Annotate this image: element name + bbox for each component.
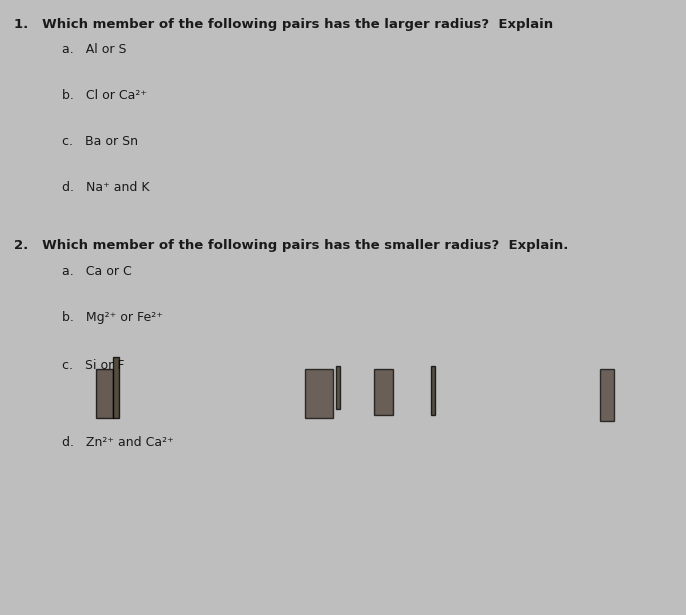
FancyBboxPatch shape [600,369,614,421]
Text: d.   Na⁺ and K: d. Na⁺ and K [62,181,150,194]
Text: d.   Zn²⁺ and Ca²⁺: d. Zn²⁺ and Ca²⁺ [62,436,174,450]
FancyBboxPatch shape [305,369,333,418]
Text: c.   Ba or Sn: c. Ba or Sn [62,135,138,148]
Text: b.   Cl or Ca²⁺: b. Cl or Ca²⁺ [62,89,147,102]
FancyBboxPatch shape [96,369,113,418]
Text: c.   Si or F: c. Si or F [62,359,124,373]
Text: a.   Al or S: a. Al or S [62,42,126,56]
Text: a.   Ca or C: a. Ca or C [62,265,132,279]
Text: 1.   Which member of the following pairs has the larger radius?  Explain: 1. Which member of the following pairs h… [14,18,553,31]
FancyBboxPatch shape [336,366,340,409]
FancyBboxPatch shape [113,357,119,418]
Text: 2.   Which member of the following pairs has the smaller radius?  Explain.: 2. Which member of the following pairs h… [14,239,568,253]
Text: b.   Mg²⁺ or Fe²⁺: b. Mg²⁺ or Fe²⁺ [62,311,163,325]
FancyBboxPatch shape [431,366,435,415]
FancyBboxPatch shape [374,369,393,415]
